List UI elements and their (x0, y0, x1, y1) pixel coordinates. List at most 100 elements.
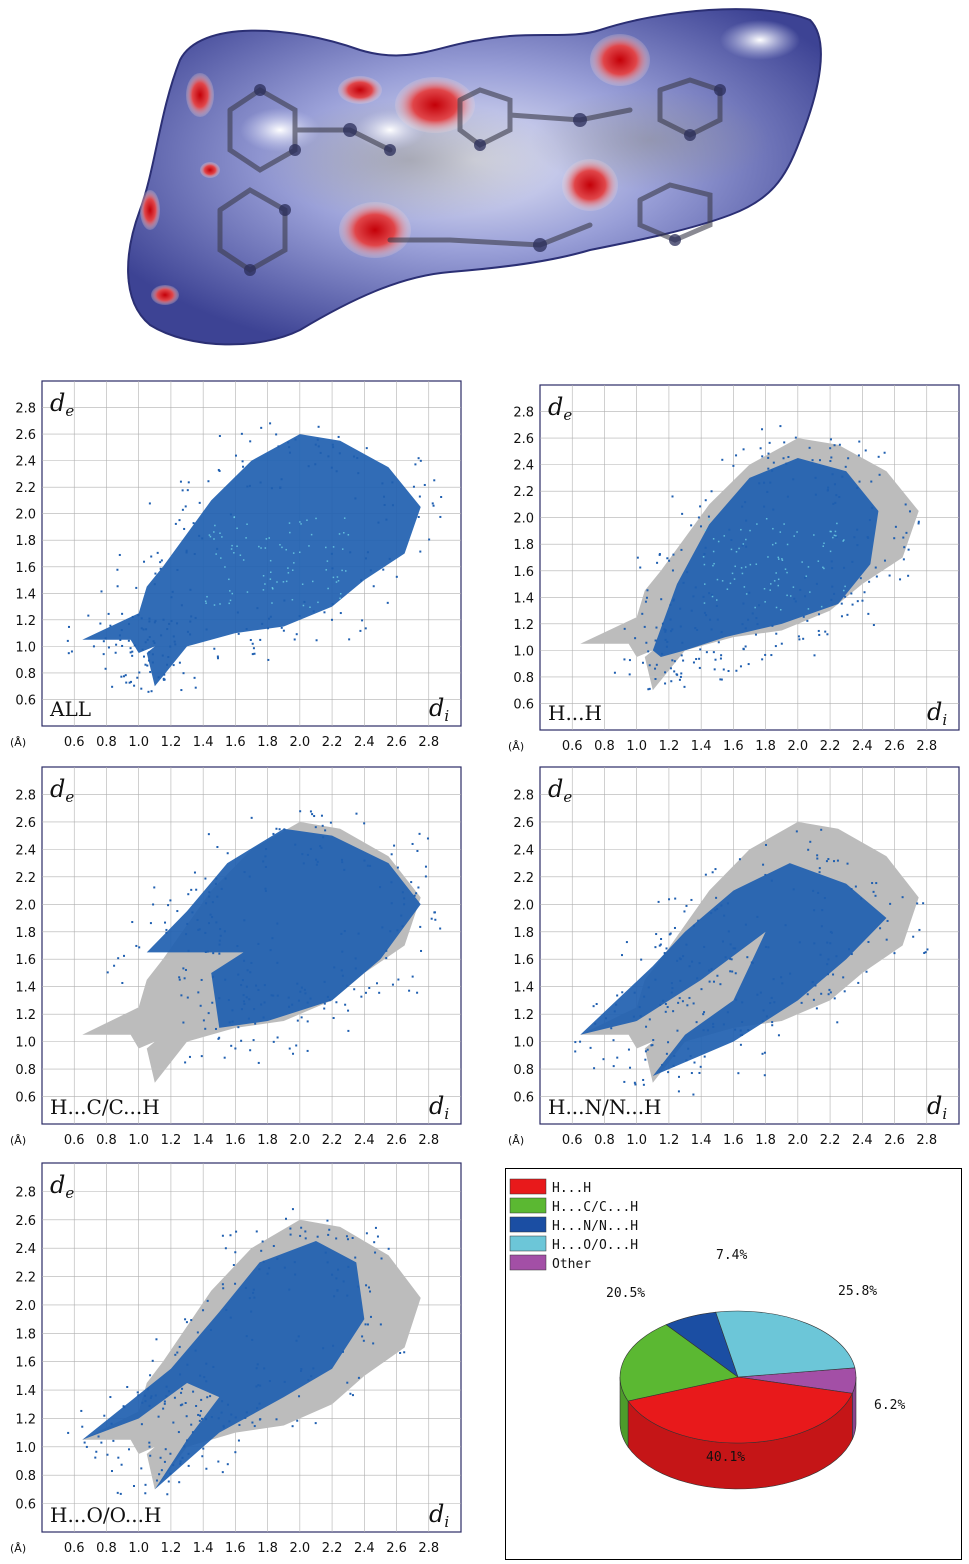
fingerprint-point (236, 611, 239, 614)
x-axis-label-sub: i (942, 711, 947, 729)
fingerprint-point (391, 983, 394, 986)
fingerprint-point (390, 902, 393, 905)
fingerprint-point (732, 464, 735, 467)
fingerprint-point (140, 1467, 143, 1470)
y-tick-label: 2.8 (15, 788, 36, 803)
fingerprint-point (883, 451, 886, 454)
fingerprint-point (745, 545, 748, 548)
fingerprint-point (832, 973, 835, 976)
fingerprint-point (326, 1219, 329, 1222)
fingerprint-point (840, 615, 843, 618)
fingerprint-point (295, 633, 298, 636)
fingerprint-dense-point (763, 588, 766, 590)
fingerprint-point (414, 463, 417, 466)
fingerprint-point (878, 473, 881, 476)
fingerprint-point (332, 1017, 335, 1020)
fingerprint-point (815, 582, 818, 585)
fingerprint-point (377, 521, 380, 524)
fingerprint-point (365, 1232, 368, 1235)
fingerprint-point (245, 628, 248, 631)
fingerprint-point (694, 627, 697, 630)
fingerprint-point (149, 670, 152, 673)
x-axis-label-sub: i (942, 1105, 947, 1123)
fingerprint-point (242, 1000, 245, 1003)
fingerprint-point (166, 663, 169, 666)
fingerprint-point (879, 927, 882, 930)
x-tick-label: 2.4 (852, 739, 873, 754)
fingerprint-point (428, 538, 431, 541)
fingerprint-dense-point (813, 534, 815, 536)
fingerprint-point (816, 857, 819, 860)
fingerprint-point (243, 1003, 246, 1006)
fingerprint-dense-point (229, 599, 232, 602)
fingerprint-point (665, 947, 668, 950)
x-tick-label: 2.0 (290, 1541, 311, 1556)
fingerprint-point (208, 891, 211, 894)
fingerprint-dense-point (708, 519, 710, 521)
fingerprint-dense-point (769, 589, 771, 591)
fingerprint-point (797, 635, 800, 638)
x-axis-label: di (927, 1092, 947, 1123)
fingerprint-point (847, 948, 850, 951)
fingerprint-point (167, 1390, 170, 1393)
fingerprint-point (720, 678, 723, 681)
y-tick-label: 2.6 (513, 816, 534, 831)
fingerprint-point (763, 1074, 766, 1077)
fingerprint-point (222, 1424, 225, 1427)
fingerprint-point (415, 892, 418, 895)
fingerprint-point (656, 561, 659, 564)
fingerprint-point (221, 1234, 224, 1237)
fingerprint-dense-point (809, 591, 811, 593)
fingerprint-point (851, 603, 854, 606)
fingerprint-point (901, 896, 904, 899)
fingerprint-point (366, 1323, 369, 1326)
fingerprint-point (341, 858, 344, 861)
fingerprint-point (251, 1338, 254, 1341)
fingerprint-point (218, 997, 221, 1000)
fingerprint-point (380, 1257, 383, 1260)
fingerprint-point (621, 991, 624, 994)
fingerprint-point (735, 669, 738, 672)
fingerprint-point (356, 457, 359, 460)
fingerprint-point (627, 1048, 630, 1051)
fingerprint-point (804, 576, 807, 579)
fingerprint-point (110, 1422, 113, 1425)
fingerprint-point (208, 895, 211, 898)
fingerprint-point (695, 1021, 698, 1024)
fingerprint-point (379, 1323, 382, 1326)
fingerprint-point (248, 484, 251, 487)
fingerprint-point (174, 1353, 177, 1356)
fingerprint-point (293, 638, 296, 641)
y-tick-label: 0.6 (15, 693, 36, 708)
fingerprint-points (66, 422, 443, 693)
fingerprint-point (179, 1373, 182, 1376)
x-tick-label: 1.2 (161, 1133, 182, 1148)
fingerprint-point (160, 1469, 163, 1472)
fingerprint-point (190, 888, 193, 891)
fingerprint-point (262, 1016, 265, 1019)
fingerprint-point (923, 951, 926, 954)
fingerprint-point (176, 1351, 179, 1354)
fingerprint-point (690, 524, 693, 527)
fingerprint-point (668, 898, 671, 901)
fingerprint-point (686, 571, 689, 574)
fingerprint-point (367, 1286, 370, 1289)
fingerprint-point (643, 625, 646, 628)
fingerprint-point (683, 910, 686, 913)
fingerprint-point (270, 994, 273, 997)
fingerprint-point (306, 1049, 309, 1052)
fingerprint-point (754, 633, 757, 636)
y-tick-label: 1.8 (15, 1327, 36, 1342)
fingerprint-point (104, 667, 107, 670)
fingerprint-point (843, 566, 846, 569)
fingerprint-dense-point (264, 583, 266, 585)
fingerprint-point (133, 684, 136, 687)
y-tick-label: 2.6 (15, 1214, 36, 1229)
fingerprint-point (330, 466, 333, 469)
legend-swatch (509, 1254, 547, 1271)
fingerprint-point (296, 1419, 299, 1422)
fingerprint-point (329, 821, 332, 824)
fingerprint-point (808, 446, 811, 449)
fingerprint-point (345, 1235, 348, 1238)
fingerprint-point (761, 1052, 764, 1055)
